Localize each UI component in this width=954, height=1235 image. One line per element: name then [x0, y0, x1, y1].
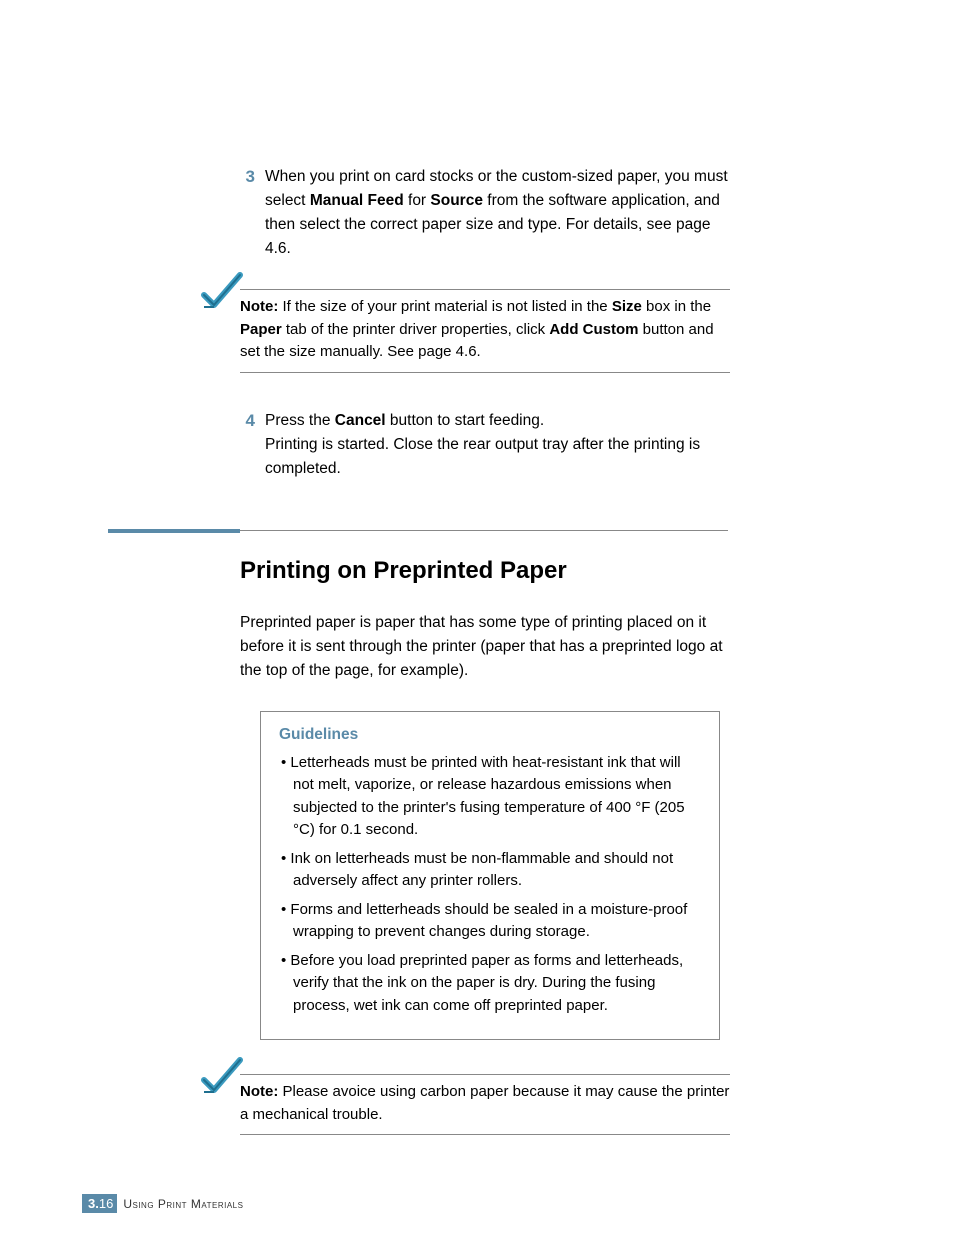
bold-text: Paper [240, 321, 282, 338]
bold-text: Manual Feed [310, 192, 404, 209]
guidelines-list: Letterheads must be printed with heat-re… [279, 752, 701, 1018]
checkmark-icon [200, 269, 244, 313]
intro-paragraph: Preprinted paper is paper that has some … [240, 611, 730, 683]
text: If the size of your print material is no… [278, 298, 612, 315]
text: button to start feeding. [386, 412, 545, 429]
section-title: Printing on Preprinted Paper [240, 557, 730, 585]
rule-line [240, 530, 728, 531]
guidelines-title: Guidelines [279, 726, 701, 744]
text: Please avoice using carbon paper because… [240, 1083, 729, 1123]
content-column: 3 When you print on card stocks or the c… [240, 165, 730, 1171]
bold-text: Add Custom [549, 321, 638, 338]
step-4: 4 Press the Cancel button to start feedi… [240, 409, 730, 481]
list-item: Forms and letterheads should be sealed i… [279, 899, 701, 944]
text: tab of the printer driver properties, cl… [282, 321, 550, 338]
list-item: Letterheads must be printed with heat-re… [279, 752, 701, 842]
text: box in the [642, 298, 711, 315]
bold-text: Source [430, 192, 483, 209]
chapter-number: 3. [88, 1196, 99, 1211]
page-footer: 3.16 Using Print Materials [82, 1194, 243, 1213]
list-item: Ink on letterheads must be non-flammable… [279, 848, 701, 893]
note-block: Note: If the size of your print material… [240, 289, 730, 373]
step-number: 4 [240, 409, 265, 481]
note-block: Note: Please avoice using carbon paper b… [240, 1074, 730, 1135]
step-text: Press the Cancel button to start feeding… [265, 409, 730, 481]
note-text: Note: Please avoice using carbon paper b… [240, 1074, 730, 1135]
step-text: When you print on card stocks or the cus… [265, 165, 730, 261]
guidelines-box: Guidelines Letterheads must be printed w… [260, 711, 720, 1041]
bold-text: Size [612, 298, 642, 315]
rule-accent [108, 529, 240, 533]
footer-title: Using Print Materials [123, 1197, 243, 1211]
note-label: Note: [240, 1083, 278, 1100]
step-number: 3 [240, 165, 265, 261]
page-number-badge: 3.16 [82, 1194, 117, 1213]
text: for [404, 192, 431, 209]
text: Press the [265, 412, 335, 429]
section-divider [108, 529, 728, 533]
step-3: 3 When you print on card stocks or the c… [240, 165, 730, 261]
note-text: Note: If the size of your print material… [240, 289, 730, 373]
document-page: 3 When you print on card stocks or the c… [0, 0, 954, 1235]
list-item: Before you load preprinted paper as form… [279, 950, 701, 1018]
text: Printing is started. Close the rear outp… [265, 436, 700, 477]
checkmark-icon [200, 1054, 244, 1098]
note-label: Note: [240, 298, 278, 315]
page-number: 16 [99, 1196, 113, 1211]
bold-text: Cancel [335, 412, 386, 429]
